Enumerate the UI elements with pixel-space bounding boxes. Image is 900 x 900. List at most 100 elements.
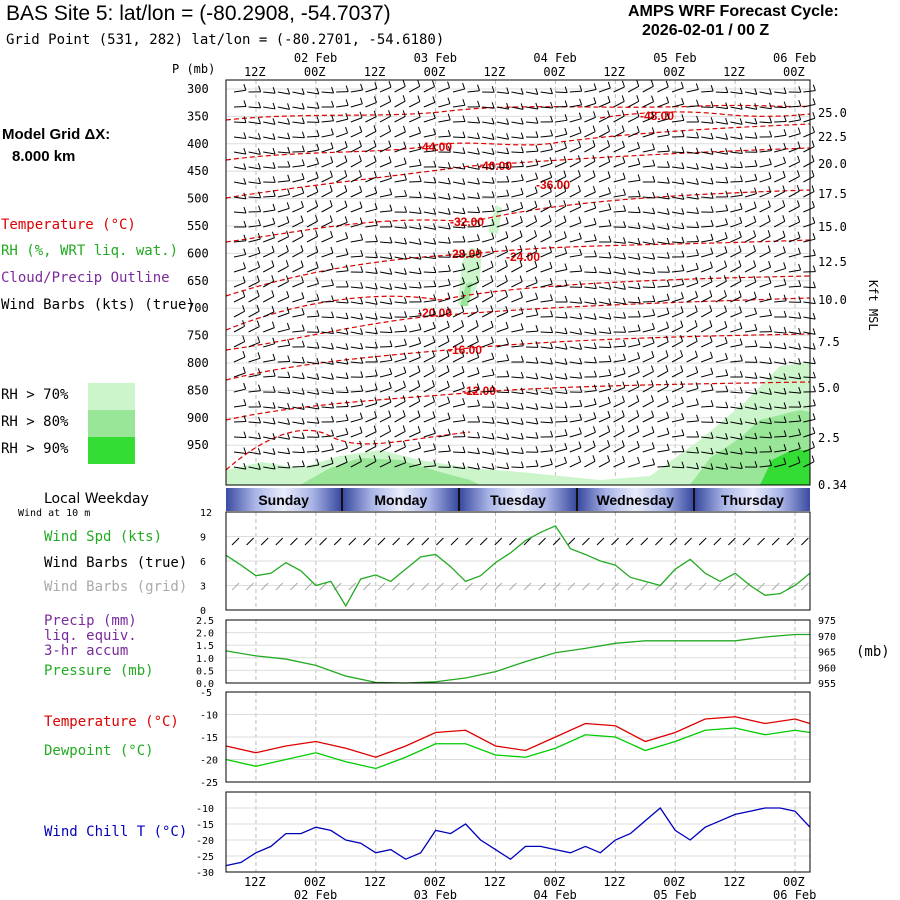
wind-barb-flag [360,83,364,91]
top-date-label: 06 Feb [773,51,816,65]
precip-label-3: 3-hr accum [44,643,129,659]
wind-barb [744,281,757,288]
wind-barb [540,205,552,213]
wind-barb [467,451,480,455]
wind-barb-flag [258,191,262,198]
wind-barb [365,130,377,138]
wind-barb [540,91,553,95]
wind-barb [759,266,771,273]
wind-barb [627,446,640,453]
wind-barb-flag [345,112,349,120]
wind-barb [642,165,655,168]
wind-barb-flag [373,440,377,447]
wind-barb-flag [520,117,524,125]
wind-barb-flag [301,388,305,395]
wind-barb-flag [374,82,378,89]
wind-chill-label: Wind Chill T (°C) [44,824,188,840]
wind-barb [540,331,553,334]
wind-barb-flag [578,126,582,133]
wind-barb-flag [359,125,363,133]
wind-barb [482,421,495,424]
wind-barb-flag [344,155,348,162]
wind-barb [627,415,639,423]
wind-barb [774,421,787,424]
wind-barb-flag [709,351,713,358]
wind-barb [482,224,495,228]
wind-barb-flag [330,457,334,464]
wind-barb [744,345,758,348]
wind-barb-flag [812,313,816,320]
wind-barb-flag [358,455,362,462]
wind-barb [701,136,714,140]
temperature-contour [225,333,811,381]
wind-barb-flag [753,291,757,298]
surface-wind-barb [260,537,269,546]
wind-barb-flag [608,312,612,320]
wind-barb-flag [738,275,742,282]
wind-barb-flag [579,386,583,393]
grid-wind-barb [596,582,605,591]
wind-barb-flag [446,365,450,372]
temperature-line [225,716,811,758]
wind-barb [394,163,407,168]
wind-barb [248,357,261,363]
wind-barb-flag [258,400,262,408]
wind-barb-flag [505,245,509,252]
wind-barb [277,221,290,228]
wind-barb-flag [476,132,480,139]
wind-barb-flag [272,203,276,211]
wind-barb-flag [462,147,466,154]
wind-barb-flag [330,373,334,380]
surface-wind-barb [465,537,473,546]
wind-barb-flag [725,385,729,392]
wind-barb-flag [403,268,407,275]
wind-barb [438,434,451,438]
wind-barb [496,359,509,363]
wind-barb [292,91,305,95]
wind-barb-flag [272,353,276,361]
wind-barb-flag [797,215,801,223]
wind-barb-flag [520,371,524,379]
wind-barb [365,87,377,93]
grid-wind-barb [728,582,736,591]
top-hour-label: 00Z [663,65,685,79]
wind-barb-flag [331,295,335,302]
wind-barb-flag [710,163,714,170]
wind-barb [394,430,406,438]
wind-barb [306,376,319,380]
wind-barb-flag [286,275,289,282]
wind-barb-flag [447,396,451,403]
wind-barb-flag [462,397,466,405]
wind-barb [525,406,538,410]
wind-barb-flag [534,245,538,252]
wind-barb [744,165,758,168]
day-thursday: Thursday [694,488,811,511]
wind-barb [409,164,422,168]
wind-barb [584,239,597,243]
wind-barb [379,461,391,468]
wind-barb-flag [345,328,349,335]
wind-barb-flag [695,366,699,373]
wind-barb-flag [360,249,364,257]
wind-barb [452,196,465,200]
wind-barb [613,162,625,168]
wind-barb [642,196,655,199]
wind-barb [423,313,436,318]
wind-barb [730,91,743,95]
wind-barb [409,342,421,348]
wind-barb-flag [739,402,743,409]
wind-barb [788,253,801,258]
wind-barb-flag [696,221,700,228]
wind-barb-flag [243,382,247,390]
surface-wind-barb [406,537,415,546]
wind-barb [482,106,495,109]
wind-barb [730,391,743,394]
wind-barb [569,301,582,304]
wind-barb [525,91,538,95]
wind-barb [321,236,333,243]
wind-barb [306,251,319,258]
wind-barb-flag [652,238,656,245]
wind-barb-flag [593,201,597,209]
wind-barb-flag [242,305,246,312]
wind-barb-flag [783,129,787,136]
